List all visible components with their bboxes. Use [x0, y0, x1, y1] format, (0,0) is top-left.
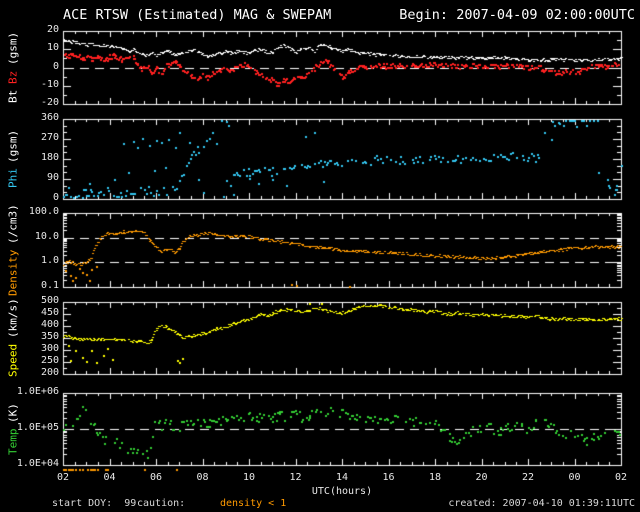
x-tick-label: 20: [475, 472, 488, 483]
y-axis-label-part: (K): [6, 402, 20, 423]
x-tick-label: 10: [242, 472, 256, 483]
y-axis-label-temp: Temp (K): [4, 393, 22, 465]
y-axis-label-part: (km/s): [6, 298, 20, 339]
y-tick-label-speed: 300: [40, 343, 59, 354]
y-tick-label-density: 100.0: [28, 206, 59, 217]
x-tick-label: 04: [103, 472, 116, 483]
x-tick-label: 00: [568, 472, 581, 483]
x-tick-label: 02: [56, 472, 70, 483]
y-tick-label-phi: 360: [40, 112, 59, 123]
plot-title: ACE RTSW (Estimated) MAG & SWEPAM: [63, 7, 332, 23]
y-axis-label-part: Bt: [6, 90, 20, 104]
y-tick-label-density: 0.1: [40, 280, 59, 291]
y-axis-label-part: (gsm): [6, 129, 20, 163]
y-tick-label-speed: 350: [40, 331, 59, 342]
y-tick-label-speed: 250: [40, 355, 59, 366]
y-axis-label-density: Density (/cm3): [4, 204, 22, 296]
y-axis-label-part: (gsm): [6, 31, 20, 65]
x-axis-label: UTC(hours): [311, 486, 373, 497]
y-tick-label-mag: 20: [46, 24, 59, 35]
y-axis-label-part: Bz: [6, 70, 20, 85]
y-tick-label-density: 1.0: [40, 255, 59, 267]
y-tick-label-mag: 0: [52, 60, 59, 72]
y-tick-label-mag: -10: [40, 78, 59, 90]
x-tick-label: 06: [149, 472, 163, 483]
start-doy-label: start DOY: 99: [52, 498, 137, 509]
x-tick-label: 16: [382, 472, 395, 483]
y-tick-label-phi: 180: [40, 152, 59, 163]
begin-timestamp: Begin: 2007-04-09 02:00:00UTC: [399, 7, 635, 23]
y-axis-label-part: Phi: [6, 168, 20, 189]
y-axis-label-speed: Speed (km/s): [4, 299, 22, 378]
y-tick-label-density: 10.0: [34, 230, 59, 242]
x-tick-label: 22: [521, 472, 535, 483]
y-tick-label-speed: 400: [40, 319, 59, 330]
y-tick-label-speed: 450: [40, 307, 59, 318]
y-axis-label-phi: Phi (gsm): [4, 119, 22, 199]
caution-value: density < 1: [220, 498, 287, 509]
x-tick-label: 12: [289, 472, 302, 483]
created-timestamp: created: 2007-04-10 01:39:11UTC: [448, 498, 635, 509]
x-tick-label: 02: [614, 472, 628, 483]
y-tick-label-mag: 10: [46, 42, 59, 54]
y-tick-label-phi: 90: [46, 172, 59, 183]
y-tick-label-temp: 1.0E+06: [16, 386, 59, 397]
caution-label: caution:: [137, 498, 186, 509]
y-tick-label-temp: 1.0E+05: [16, 422, 59, 433]
x-tick-label: 08: [196, 472, 209, 483]
y-axis-label-part: Temp: [6, 428, 20, 456]
y-axis-label-part: Speed: [6, 344, 20, 378]
y-tick-label-phi: 0: [52, 192, 59, 203]
x-tick-label: 18: [428, 472, 442, 483]
y-axis-label-part: Density: [6, 249, 20, 297]
y-tick-label-temp: 1.0E+04: [16, 458, 59, 469]
y-tick-label-speed: 500: [40, 295, 59, 306]
y-axis-label-part: (/cm3): [6, 203, 20, 244]
y-tick-label-mag: -20: [40, 97, 59, 108]
y-tick-label-phi: 270: [40, 132, 59, 143]
x-tick-label: 14: [335, 472, 349, 483]
y-tick-label-speed: 200: [40, 367, 59, 378]
y-axis-label-mag: Bt Bz (gsm): [4, 31, 22, 104]
